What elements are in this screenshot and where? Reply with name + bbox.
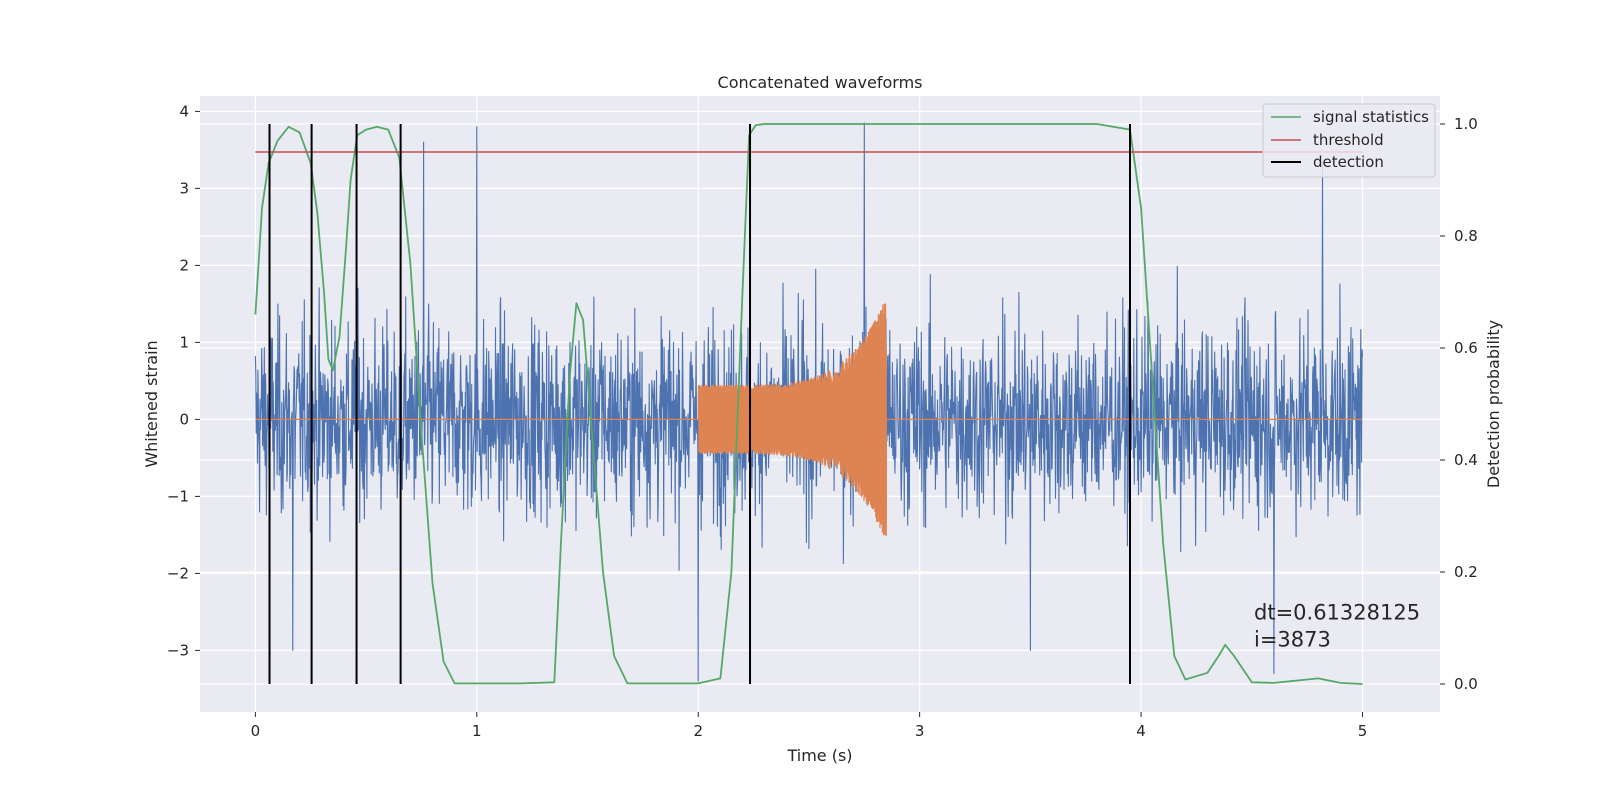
annotation-text: i=3873 [1254, 628, 1331, 652]
y2-tick-label: 0.2 [1454, 563, 1478, 581]
annotations: dt=0.61328125 i=3873 [1254, 601, 1420, 652]
x-tick-label: 4 [1136, 722, 1146, 740]
strain-noise-line [254, 122, 1364, 682]
y-axis-label: Whitened strain [142, 340, 161, 467]
y2-tick-label: 0.0 [1454, 675, 1478, 693]
y-tick-label: −3 [167, 641, 189, 659]
y2-tick-label: 0.4 [1454, 451, 1478, 469]
y2-tick-label: 1.0 [1454, 115, 1478, 133]
x-axis-label: Time (s) [786, 746, 852, 765]
y-tick-label: 2 [179, 256, 189, 274]
legend-label-detection: detection [1313, 153, 1384, 171]
y-tick-label: 1 [179, 333, 189, 351]
annotation-text: dt=0.61328125 [1254, 601, 1420, 625]
y-tick-label: −2 [167, 564, 189, 582]
y-tick-label: −1 [167, 487, 189, 505]
legend-label-threshold: threshold [1313, 131, 1384, 149]
x-ticks: 0 1 2 3 4 5 [251, 712, 1368, 740]
y2-ticks: 0.0 0.2 0.4 0.6 0.8 1.0 [1440, 115, 1478, 693]
legend-box [1262, 103, 1436, 178]
x-tick-label: 2 [693, 722, 703, 740]
x-tick-label: 0 [251, 722, 261, 740]
y2-tick-label: 0.6 [1454, 339, 1478, 357]
legend-label-signal: signal statistics [1313, 108, 1429, 126]
signal-statistics-line [254, 123, 1363, 685]
y-tick-label: 4 [179, 102, 189, 120]
x-tick-label: 3 [915, 722, 925, 740]
chart-title: Concatenated waveforms [718, 73, 923, 92]
chirp-line [255, 303, 1363, 537]
y-tick-label: 0 [179, 410, 189, 428]
x-tick-label: 1 [472, 722, 482, 740]
y-ticks: −3 −2 −1 0 1 2 3 4 [167, 102, 200, 659]
legend: signal statistics threshold detection [1262, 103, 1436, 178]
y2-tick-label: 0.8 [1454, 227, 1478, 245]
x-tick-label: 5 [1358, 722, 1368, 740]
y-tick-label: 3 [179, 179, 189, 197]
data-traces [254, 122, 1364, 685]
y2-axis-label: Detection probability [1484, 320, 1503, 488]
